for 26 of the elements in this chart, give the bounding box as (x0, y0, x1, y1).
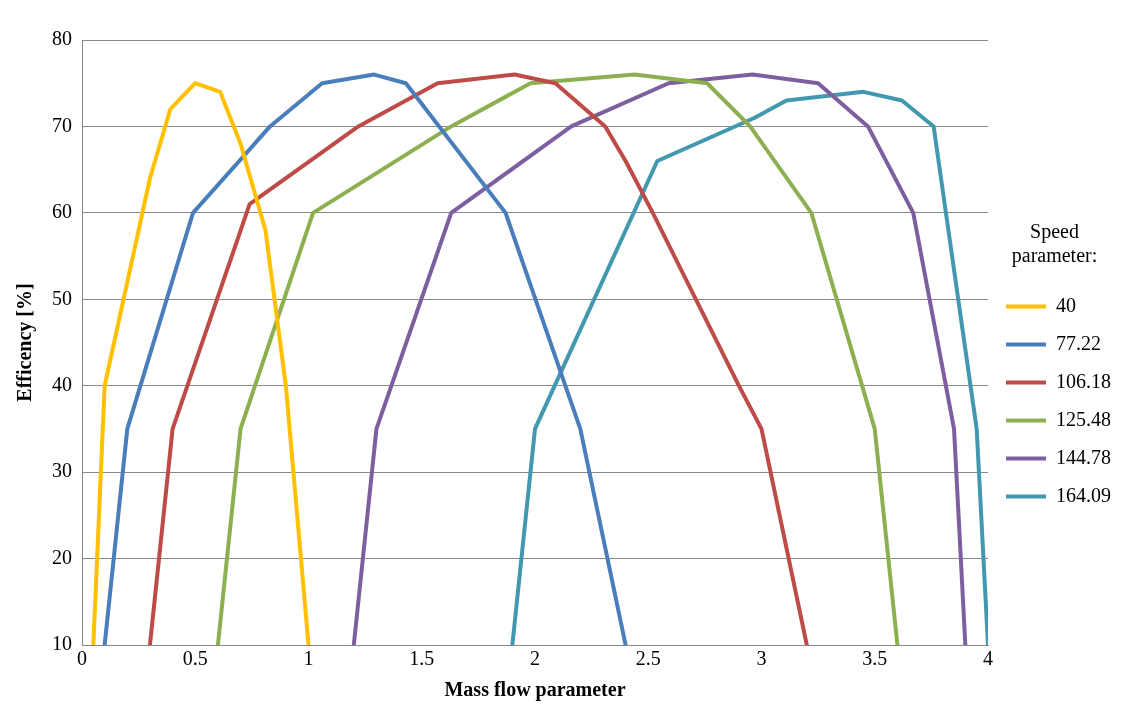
x-tick-label: 3.5 (862, 647, 888, 670)
x-tick-label: 0 (77, 647, 87, 670)
y-tick-label: 60 (52, 200, 72, 223)
legend-label: 40 (1056, 293, 1076, 316)
x-tick-label: 4 (983, 647, 993, 670)
x-tick-label: 2 (530, 647, 540, 670)
x-axis-title: Mass flow parameter (444, 678, 626, 702)
x-tick-label: 2.5 (635, 647, 661, 670)
legend-title: Speed parameter: (1011, 219, 1098, 267)
x-tick-label: 1 (303, 647, 314, 670)
y-tick-label: 10 (52, 632, 72, 655)
y-axis-title: Efficency [%] (13, 283, 37, 402)
x-tick-label: 0.5 (182, 647, 208, 670)
legend-label: 106.18 (1056, 369, 1111, 392)
x-tick-label: 3 (756, 647, 767, 670)
y-tick-label: 70 (52, 113, 72, 136)
y-tick-label: 50 (52, 286, 72, 309)
y-tick-label: 20 (52, 545, 72, 568)
legend-label: 125.48 (1056, 407, 1111, 430)
y-tick-label: 30 (52, 459, 72, 482)
y-tick-label: 80 (52, 27, 72, 50)
legend-label: 164.09 (1056, 483, 1111, 506)
y-tick-label: 40 (52, 372, 72, 395)
legend-label: 77.22 (1056, 331, 1101, 354)
x-tick-label: 1.5 (409, 647, 435, 670)
legend-label: 144.78 (1056, 445, 1111, 468)
